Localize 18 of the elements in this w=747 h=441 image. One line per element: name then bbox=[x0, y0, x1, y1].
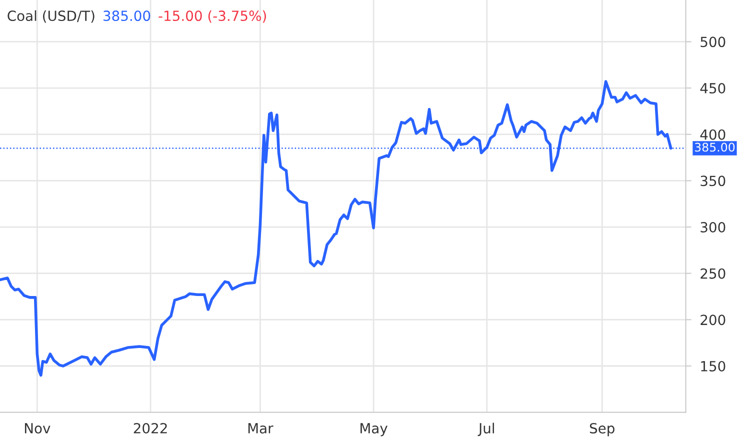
y-tick-label: 300 bbox=[700, 222, 726, 232]
x-tick-label: Nov bbox=[24, 423, 50, 434]
y-tick-label: 250 bbox=[700, 268, 726, 279]
x-tick-label: Jul bbox=[478, 422, 494, 436]
y-tick-label: 450 bbox=[700, 82, 726, 94]
y-tick-label: 350 bbox=[700, 176, 726, 186]
text: Coal (USD/T) bbox=[8, 10, 94, 23]
y-tick-label: 200 bbox=[700, 314, 726, 326]
ref-line-label: 385.00 bbox=[694, 142, 735, 152]
y-tick-label: 150 bbox=[701, 360, 726, 372]
x-tick-label: Sep bbox=[590, 422, 614, 436]
y-tick-label: 500 bbox=[700, 36, 726, 48]
x-tick-label: 2022 bbox=[134, 422, 167, 434]
annotation: 385.00 bbox=[104, 10, 150, 22]
y-tick-label: 400 bbox=[700, 129, 726, 140]
x-tick-label: May bbox=[360, 423, 388, 436]
x-tick-label: Mar bbox=[248, 423, 274, 434]
annotation: -15.00 (-3.75%) bbox=[158, 10, 266, 23]
